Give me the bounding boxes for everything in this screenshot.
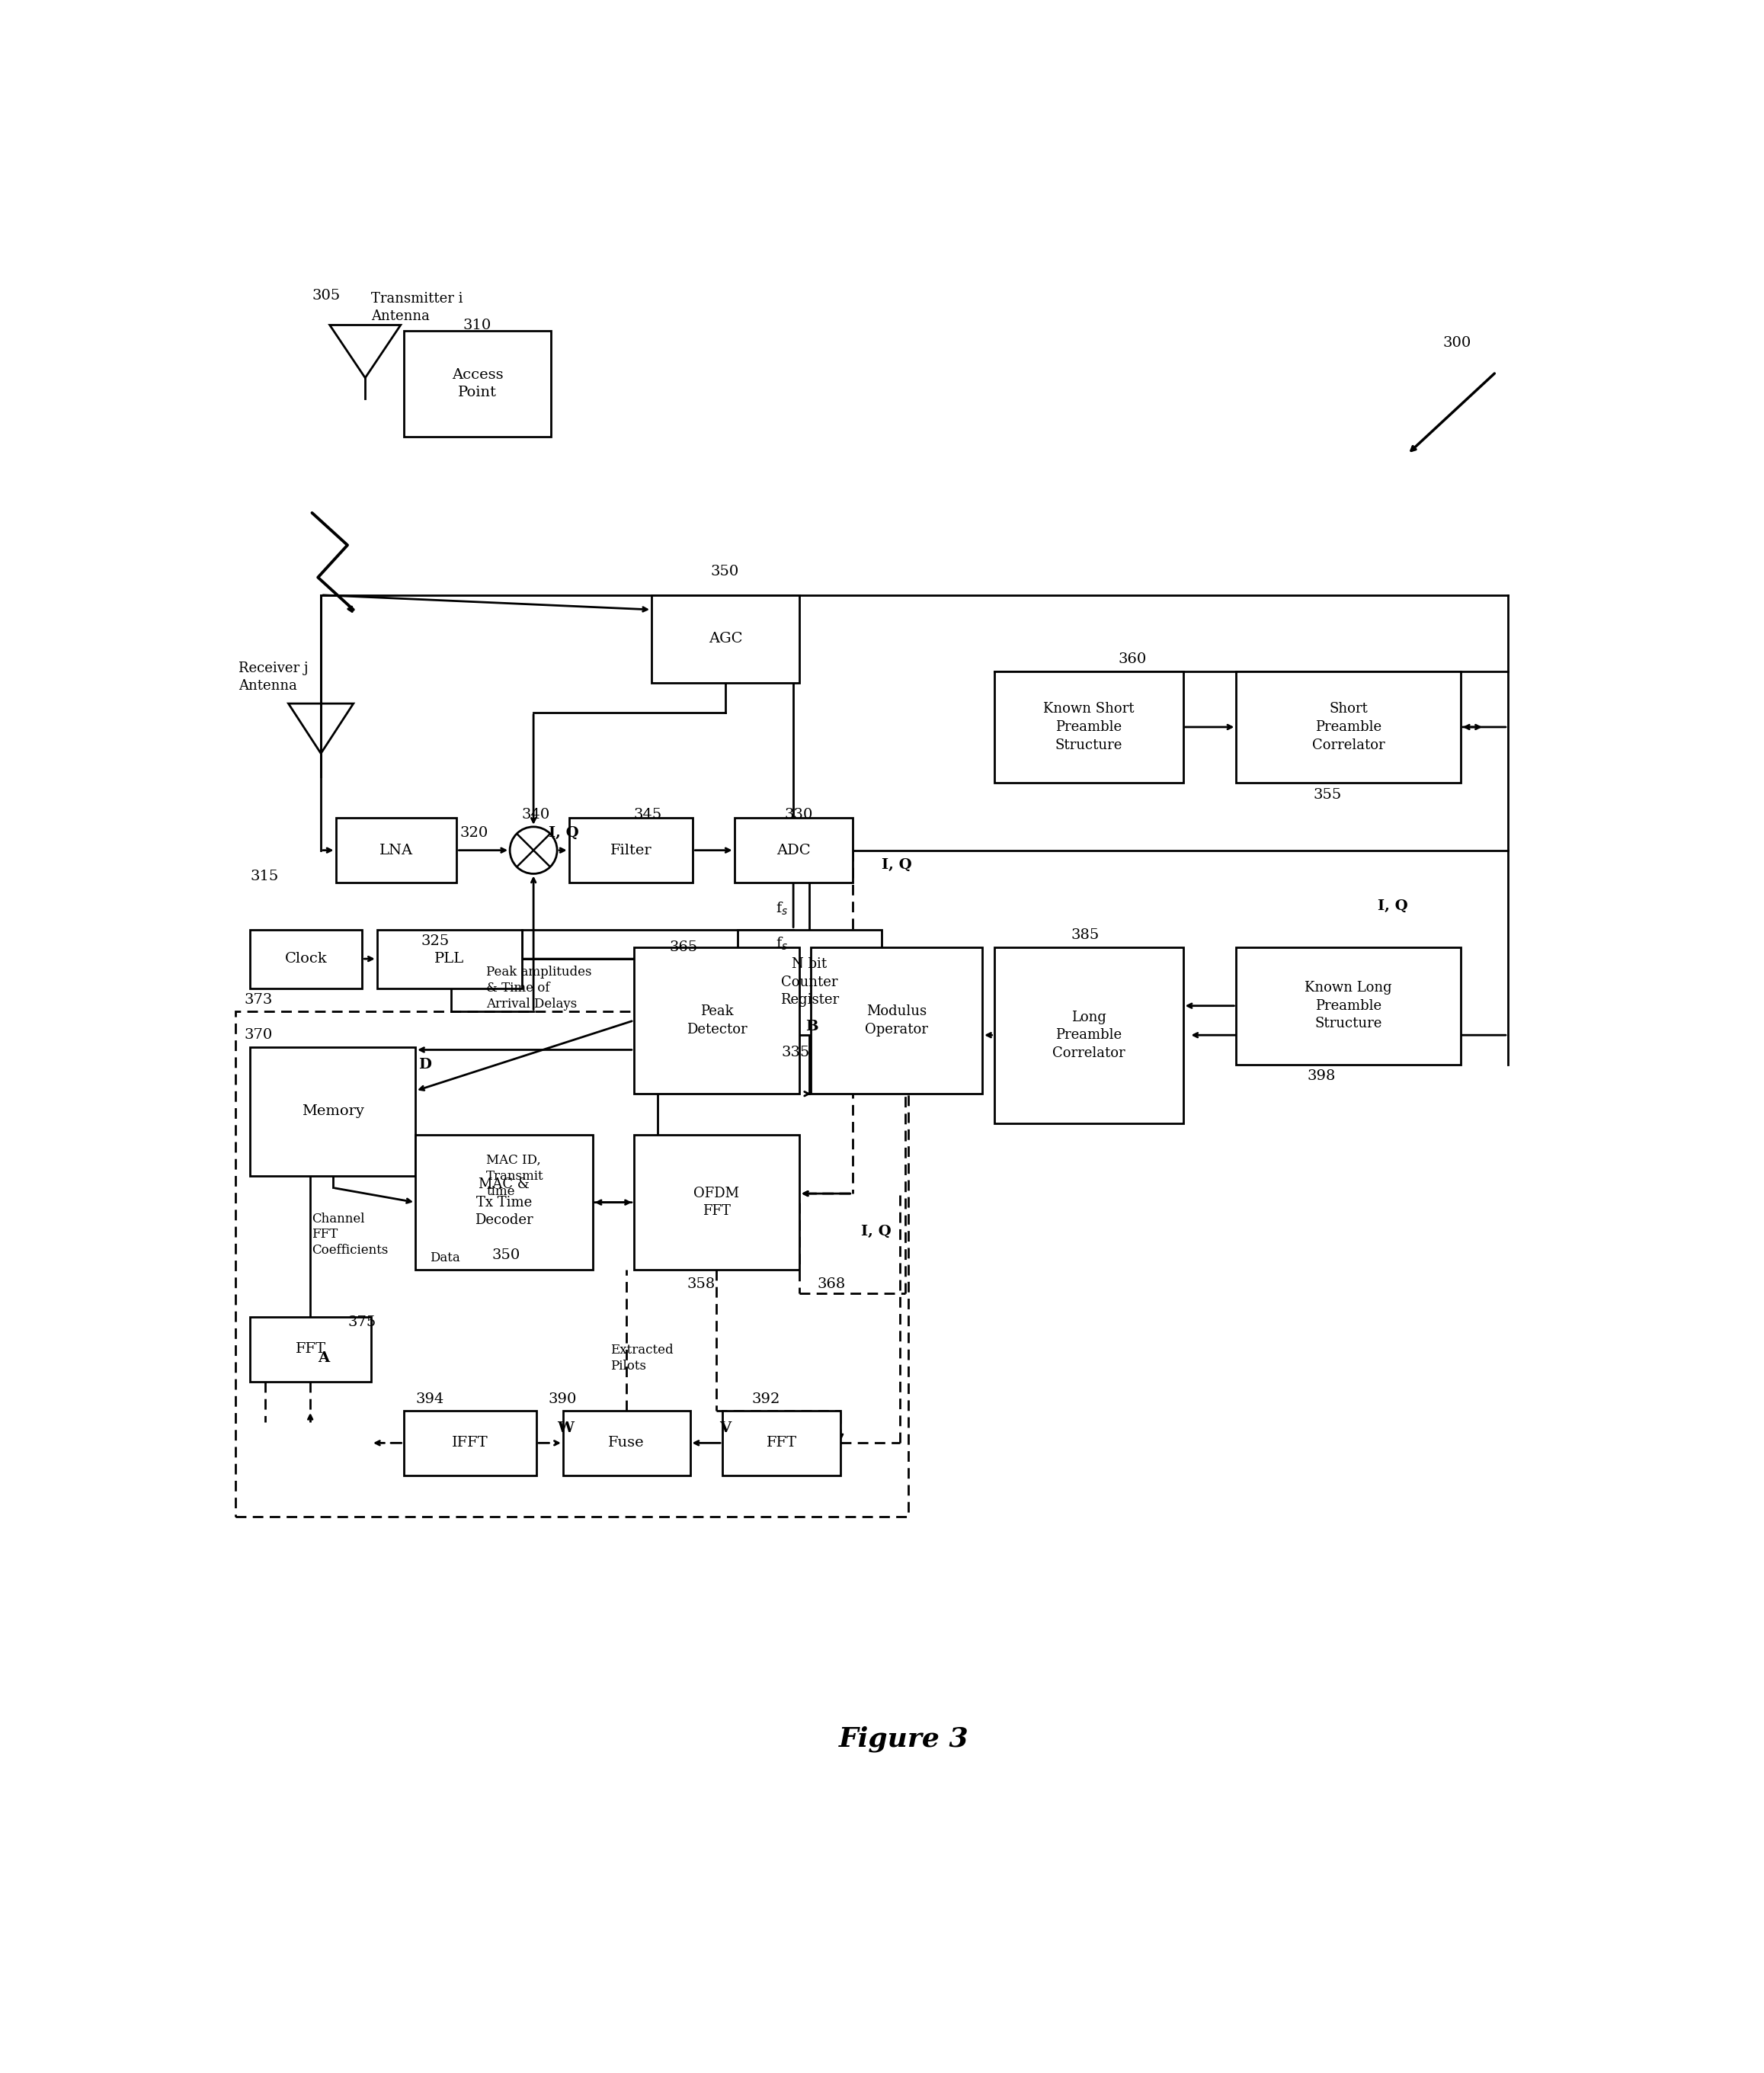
Text: MAC ID,
Transmit
time: MAC ID, Transmit time xyxy=(487,1153,543,1198)
Text: Fuse: Fuse xyxy=(609,1437,644,1449)
FancyBboxPatch shape xyxy=(633,1134,799,1271)
Text: 325: 325 xyxy=(422,935,450,947)
Text: 360: 360 xyxy=(1118,653,1147,665)
Text: 398: 398 xyxy=(1307,1070,1335,1082)
Text: 358: 358 xyxy=(686,1277,716,1291)
FancyBboxPatch shape xyxy=(250,1316,370,1381)
Text: 370: 370 xyxy=(243,1028,272,1043)
Text: W: W xyxy=(557,1422,573,1435)
FancyBboxPatch shape xyxy=(563,1412,690,1476)
Text: V: V xyxy=(720,1422,730,1435)
Text: FFT: FFT xyxy=(295,1341,326,1356)
FancyBboxPatch shape xyxy=(250,929,362,989)
Text: Peak amplitudes
& Time of
Arrival Delays: Peak amplitudes & Time of Arrival Delays xyxy=(487,966,591,1012)
FancyBboxPatch shape xyxy=(335,819,457,883)
Text: I, Q: I, Q xyxy=(549,825,579,840)
FancyBboxPatch shape xyxy=(377,929,522,989)
Text: Channel
FFT
Coefficients: Channel FFT Coefficients xyxy=(312,1213,388,1256)
FancyBboxPatch shape xyxy=(1237,672,1461,784)
Text: 390: 390 xyxy=(549,1393,577,1405)
Text: 373: 373 xyxy=(243,993,273,1007)
Text: Long
Preamble
Correlator: Long Preamble Correlator xyxy=(1051,1010,1125,1059)
Text: 340: 340 xyxy=(522,808,550,821)
Text: 310: 310 xyxy=(462,317,490,332)
Text: 330: 330 xyxy=(785,808,813,821)
Text: AGC: AGC xyxy=(709,632,743,647)
Text: Data: Data xyxy=(430,1252,460,1265)
FancyBboxPatch shape xyxy=(995,947,1184,1124)
Text: I, Q: I, Q xyxy=(1378,900,1408,912)
Text: Memory: Memory xyxy=(302,1105,363,1117)
FancyBboxPatch shape xyxy=(570,819,693,883)
FancyBboxPatch shape xyxy=(723,1412,841,1476)
Text: N bit
Counter
Register: N bit Counter Register xyxy=(780,958,840,1007)
FancyBboxPatch shape xyxy=(415,1134,593,1271)
FancyBboxPatch shape xyxy=(995,672,1184,784)
Text: f$_s$: f$_s$ xyxy=(776,937,789,952)
Text: B: B xyxy=(804,1020,818,1032)
Text: Modulus
Operator: Modulus Operator xyxy=(864,1005,928,1036)
Text: OFDM
FFT: OFDM FFT xyxy=(693,1186,739,1219)
Text: D: D xyxy=(418,1057,430,1072)
FancyBboxPatch shape xyxy=(734,819,852,883)
Text: Clock: Clock xyxy=(286,952,328,966)
FancyBboxPatch shape xyxy=(811,947,983,1095)
FancyBboxPatch shape xyxy=(651,595,799,682)
Text: Peak
Detector: Peak Detector xyxy=(686,1005,746,1036)
Text: ADC: ADC xyxy=(776,844,810,856)
Text: I, Q: I, Q xyxy=(882,858,912,873)
Text: FFT: FFT xyxy=(766,1437,797,1449)
Text: IFFT: IFFT xyxy=(452,1437,489,1449)
FancyBboxPatch shape xyxy=(250,1047,415,1175)
Text: MAC &
Tx Time
Decoder: MAC & Tx Time Decoder xyxy=(475,1177,533,1227)
Text: Receiver j
Antenna: Receiver j Antenna xyxy=(238,661,309,692)
Text: f$_s$: f$_s$ xyxy=(776,902,789,916)
Text: PLL: PLL xyxy=(434,952,464,966)
Text: 368: 368 xyxy=(817,1277,845,1291)
Text: Access
Point: Access Point xyxy=(452,367,503,400)
Text: Extracted
Pilots: Extracted Pilots xyxy=(610,1343,674,1372)
Text: Transmitter i
Antenna: Transmitter i Antenna xyxy=(370,292,462,323)
Text: I, Q: I, Q xyxy=(861,1225,891,1238)
Text: Short
Preamble
Correlator: Short Preamble Correlator xyxy=(1312,703,1385,752)
Text: 345: 345 xyxy=(633,808,662,821)
Text: 392: 392 xyxy=(751,1393,780,1405)
Text: LNA: LNA xyxy=(379,844,413,856)
FancyBboxPatch shape xyxy=(737,929,882,1034)
Text: Known Long
Preamble
Structure: Known Long Preamble Structure xyxy=(1305,981,1392,1030)
Text: A: A xyxy=(318,1352,330,1364)
Text: 305: 305 xyxy=(312,288,340,303)
FancyBboxPatch shape xyxy=(633,947,799,1095)
FancyBboxPatch shape xyxy=(404,332,550,437)
FancyBboxPatch shape xyxy=(404,1412,536,1476)
Text: Filter: Filter xyxy=(610,844,651,856)
Text: 394: 394 xyxy=(415,1393,445,1405)
FancyBboxPatch shape xyxy=(1237,947,1461,1063)
Text: 350: 350 xyxy=(711,564,739,578)
Text: 385: 385 xyxy=(1071,929,1099,943)
Text: 365: 365 xyxy=(669,941,699,954)
Text: 315: 315 xyxy=(250,871,279,883)
Text: 375: 375 xyxy=(348,1316,376,1329)
Text: Figure 3: Figure 3 xyxy=(838,1727,968,1752)
Text: 335: 335 xyxy=(781,1047,810,1059)
Text: 350: 350 xyxy=(492,1248,520,1262)
Text: 355: 355 xyxy=(1312,788,1341,802)
Text: 300: 300 xyxy=(1443,336,1471,350)
Text: Known Short
Preamble
Structure: Known Short Preamble Structure xyxy=(1043,703,1134,752)
Text: 320: 320 xyxy=(460,825,489,840)
